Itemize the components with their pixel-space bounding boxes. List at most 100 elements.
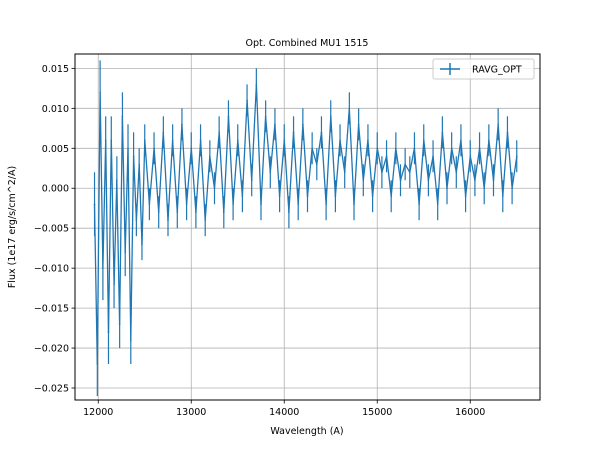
- data-point: [162, 131, 165, 134]
- data-point: [250, 179, 253, 182]
- data-point: [302, 123, 304, 126]
- data-point: [436, 203, 439, 206]
- data-point: [143, 139, 146, 142]
- data-point: [427, 179, 430, 182]
- y-tick-label: 0.015: [42, 64, 69, 75]
- legend-label: RAVG_OPT: [472, 65, 522, 76]
- data-point: [124, 251, 127, 253]
- series-layer: [93, 60, 518, 397]
- data-point: [357, 123, 360, 126]
- y-axis-label: Flux (1e17 erg/s/cm^2/A): [7, 166, 18, 288]
- data-point: [334, 195, 337, 198]
- data-point: [176, 211, 179, 214]
- data-point: [502, 195, 504, 198]
- data-point: [283, 139, 286, 142]
- data-point: [511, 187, 513, 190]
- data-point: [483, 187, 486, 190]
- data-point: [118, 323, 121, 325]
- data-point: [492, 179, 495, 182]
- data-point: [167, 219, 169, 222]
- data-point: [497, 123, 499, 126]
- data-point: [148, 203, 151, 206]
- x-tick-label: 14000: [269, 407, 299, 418]
- data-point: [278, 195, 281, 198]
- data-point: [367, 139, 369, 142]
- data-point: [288, 211, 290, 214]
- x-tick-label: 16000: [455, 407, 485, 418]
- data-point: [385, 155, 388, 158]
- data-point: [441, 131, 444, 134]
- data-point: [116, 179, 118, 182]
- data-point: [320, 131, 323, 134]
- data-point: [311, 147, 313, 150]
- data-point: [469, 155, 472, 158]
- data-point: [506, 131, 509, 134]
- y-tick-label: −0.025: [34, 384, 69, 395]
- data-point: [399, 179, 402, 182]
- data-point: [153, 147, 155, 150]
- data-point: [181, 123, 183, 126]
- data-point: [130, 339, 132, 341]
- data-point: [325, 203, 327, 206]
- data-point: [213, 187, 216, 190]
- data-point: [132, 155, 135, 158]
- data-point: [316, 163, 318, 166]
- data-point: [362, 179, 365, 182]
- data-point: [376, 147, 379, 150]
- x-tick-label: 13000: [176, 407, 206, 418]
- data-point: [404, 163, 406, 166]
- data-point: [171, 139, 174, 142]
- y-tick-label: −0.010: [34, 264, 69, 275]
- data-point: [93, 203, 96, 206]
- data-point: [339, 139, 341, 142]
- data-point: [195, 211, 197, 214]
- data-point: [455, 171, 458, 174]
- data-point: [422, 139, 425, 142]
- data-point: [255, 83, 258, 86]
- data-point: [418, 203, 420, 206]
- y-tick-label: −0.020: [34, 344, 69, 355]
- data-point: [141, 243, 143, 245]
- data-point: [460, 139, 462, 142]
- data-point: [353, 203, 355, 206]
- data-point: [127, 147, 129, 150]
- data-point: [135, 219, 138, 222]
- data-point: [446, 187, 448, 190]
- data-point: [113, 283, 115, 285]
- data-point: [104, 139, 107, 142]
- x-tick-label: 12000: [83, 407, 113, 418]
- data-point: [274, 123, 276, 126]
- data-point: [348, 107, 351, 110]
- data-point: [413, 147, 416, 150]
- data-point: [371, 195, 374, 198]
- data-point: [478, 147, 481, 150]
- data-point: [395, 147, 397, 150]
- data-point: [102, 267, 104, 269]
- data-point: [157, 211, 160, 214]
- data-point: [99, 91, 101, 94]
- y-tick-label: 0.010: [42, 104, 69, 115]
- plot-frame: [74, 53, 541, 401]
- data-point: [190, 147, 193, 150]
- data-point: [121, 115, 124, 118]
- x-axis-label: Wavelength (A): [270, 426, 343, 437]
- x-tick-label: 15000: [362, 407, 392, 418]
- data-point: [488, 139, 490, 142]
- data-point: [432, 155, 434, 158]
- data-point: [306, 195, 309, 198]
- data-point: [246, 99, 248, 102]
- data-point: [227, 115, 230, 118]
- data-point: [204, 219, 206, 222]
- data-point: [409, 171, 411, 174]
- data-point: [236, 139, 239, 142]
- data-point: [464, 195, 467, 198]
- data-point: [138, 163, 140, 166]
- data-point: [223, 211, 225, 214]
- y-tick-label: −0.005: [34, 224, 69, 235]
- y-tick-label: 0.005: [42, 144, 69, 155]
- data-point: [110, 139, 113, 142]
- data-point: [297, 203, 300, 206]
- legend: RAVG_OPT: [432, 58, 535, 80]
- data-point: [241, 195, 244, 198]
